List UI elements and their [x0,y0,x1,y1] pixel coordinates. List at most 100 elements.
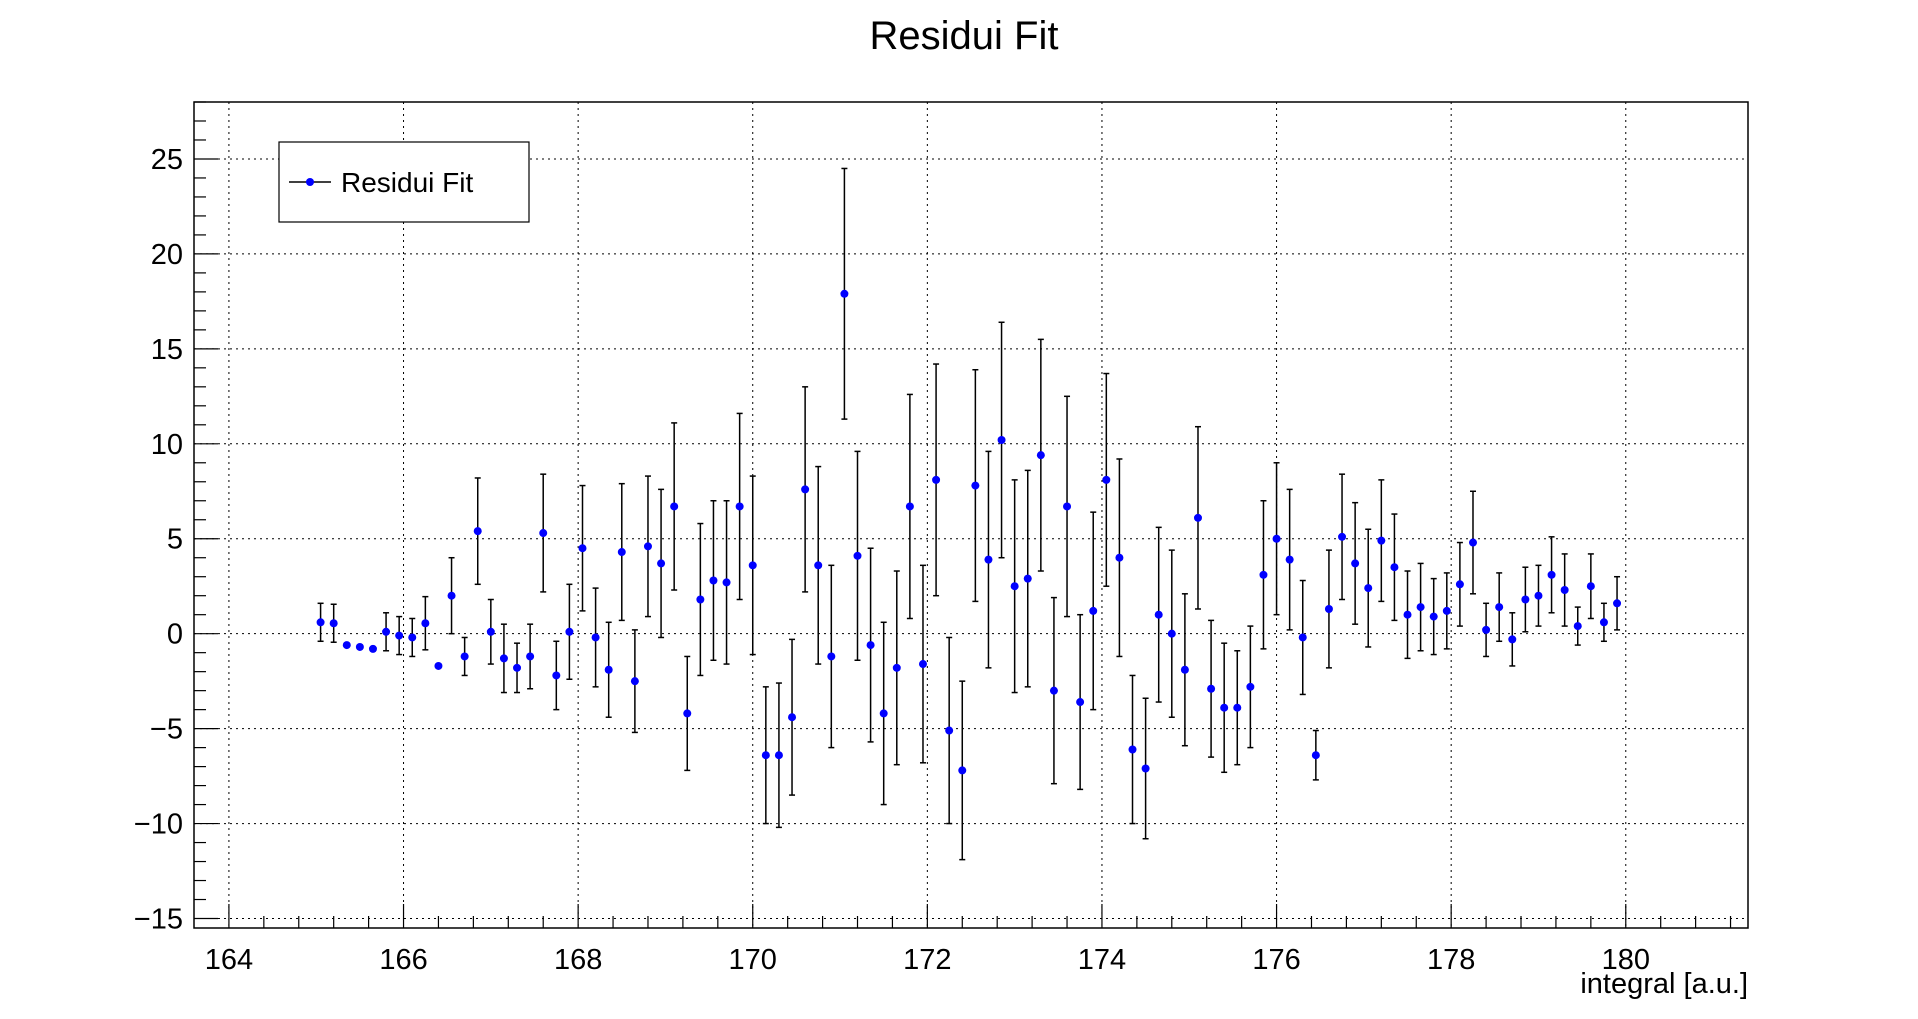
data-point [853,551,862,560]
data-point [761,751,770,760]
data-point [788,713,797,722]
data-point [1311,751,1320,760]
data-point [1233,703,1242,712]
data-point [1521,595,1530,604]
data-point [683,709,692,718]
y-tick-label: 0 [167,619,183,651]
data-point [748,561,757,570]
legend-point-marker [306,178,314,186]
data-point [840,289,849,298]
axes: 164 166 168 170 172 174 176 178 180 −15 −10 −5 0 5 10 1… [134,101,1732,976]
data-point [1089,606,1098,615]
data-point [1455,580,1464,589]
data-point [630,677,639,686]
y-tick-label: −10 [134,809,183,841]
x-tick-label: 168 [554,944,602,976]
y-tick-label: 20 [151,239,183,271]
data-point [1351,559,1360,568]
data-point [342,641,351,650]
x-axis-title: integral [a.u.] [1580,968,1748,1000]
data-point [905,502,914,511]
data-point [709,576,718,585]
data-point [1390,563,1399,572]
data-point [1049,686,1058,695]
data-point [932,475,941,484]
y-tick-label: 25 [151,144,183,176]
x-tick-label: 170 [729,944,777,976]
data-point [1429,612,1438,621]
x-tick-label: 180 [1602,944,1650,976]
data-point [1547,570,1556,579]
data-point [774,751,783,760]
y-tick-label: −5 [150,714,183,746]
y-tick-label: 15 [151,334,183,366]
grid-lines [194,102,1748,928]
data-point [945,726,954,735]
data-point [1599,618,1608,627]
chart-title: Residui Fit [870,14,1059,58]
data-point [526,652,535,661]
y-tick-label: 10 [151,429,183,461]
data-point [1102,475,1111,484]
data-point [722,578,731,587]
data-point [971,481,980,490]
data-point [1246,682,1255,691]
data-point [1534,591,1543,600]
data-point [460,652,469,661]
data-point [565,627,574,636]
data-point [434,661,443,670]
data-point [1377,536,1386,545]
data-point [1154,610,1163,619]
data-point [1416,603,1425,612]
data-point [1403,610,1412,619]
data-point [617,548,626,557]
data-point [1193,513,1202,522]
data-point [958,766,967,775]
data-point [670,502,679,511]
data-point [1573,622,1582,631]
legend: Residui Fit [278,141,530,223]
data-point [643,542,652,551]
data-point [1207,684,1216,693]
data-point [827,652,836,661]
data-point [1128,745,1137,754]
data-point [368,644,377,653]
data-point [382,627,391,636]
data-point [1508,635,1517,644]
data-point [984,555,993,564]
data-point [801,485,810,494]
data-point [1468,538,1477,547]
y-tick-label: −15 [134,904,183,936]
data-point [1076,698,1085,707]
data-point [1364,584,1373,593]
x-tick-label: 176 [1252,944,1300,976]
data-point [657,559,666,568]
x-tick-label: 172 [903,944,951,976]
data-point [1324,604,1333,613]
data-point [1560,586,1569,595]
data-point [1063,502,1072,511]
data-point [421,619,430,628]
data-point [329,619,338,628]
data-point [1180,665,1189,674]
data-point [1338,532,1347,541]
data-point [539,529,548,538]
data-point [1220,703,1229,712]
data-point [1115,553,1124,562]
data-point [1023,574,1032,583]
data-point [486,627,495,636]
legend-label: Residui Fit [341,167,473,198]
data-point [866,641,875,650]
data-point [1613,599,1622,608]
data-point [1495,603,1504,612]
data-point [1141,764,1150,773]
data-point [1586,582,1595,591]
data-point [355,642,364,651]
x-tick-label: 164 [205,944,253,976]
data-point [395,631,404,640]
data-series [316,167,1622,861]
data-point [1259,570,1268,579]
x-tick-label: 178 [1427,944,1475,976]
data-point [513,663,522,672]
